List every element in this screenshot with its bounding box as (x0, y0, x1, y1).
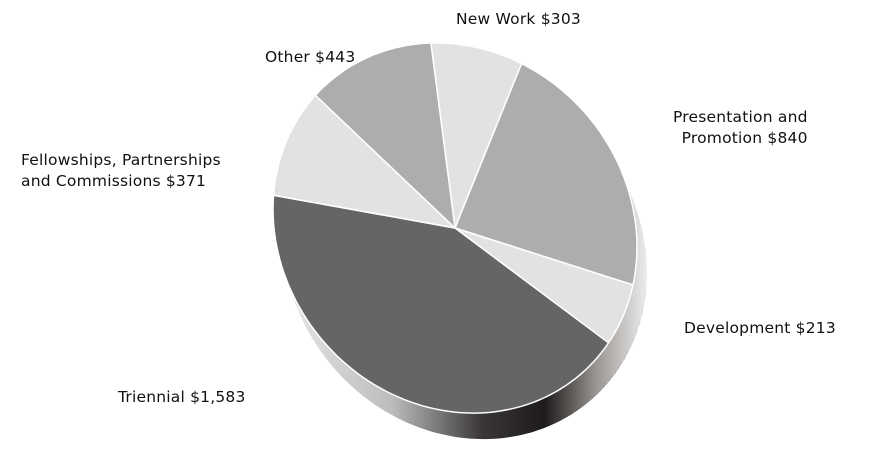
label-triennial-text: Triennial $1,583 (118, 388, 246, 406)
label-presentation-and-promotion: Presentation and Promotion $840 (673, 107, 808, 149)
label-development-text: Development $213 (684, 319, 836, 337)
pie-top (272, 42, 638, 414)
pie-slice-new-work (430, 42, 523, 229)
label-other: Other $443 (265, 47, 355, 68)
pie-slice-development (454, 227, 634, 344)
label-fellowships-line2: and Commissions $371 (21, 172, 207, 190)
label-presentation-line1: Presentation and (673, 108, 808, 126)
pie-slice-presentation-and-promotion (454, 62, 638, 286)
label-fellowships-partnerships-commissions: Fellowships, Partnerships and Commission… (21, 150, 221, 192)
pie-slice-other (314, 42, 456, 229)
label-fellowships-line1: Fellowships, Partnerships (21, 151, 221, 169)
label-new-work: New Work $303 (456, 9, 581, 30)
label-development: Development $213 (684, 318, 836, 339)
label-triennial: Triennial $1,583 (118, 387, 246, 408)
label-other-text: Other $443 (265, 48, 356, 66)
pie-slice-triennial (272, 194, 610, 414)
label-presentation-line2: Promotion $840 (681, 129, 808, 147)
pie-slice-fellowships-partnerships-and-commissions (272, 94, 456, 229)
label-new-work-text: New Work $303 (456, 10, 581, 28)
